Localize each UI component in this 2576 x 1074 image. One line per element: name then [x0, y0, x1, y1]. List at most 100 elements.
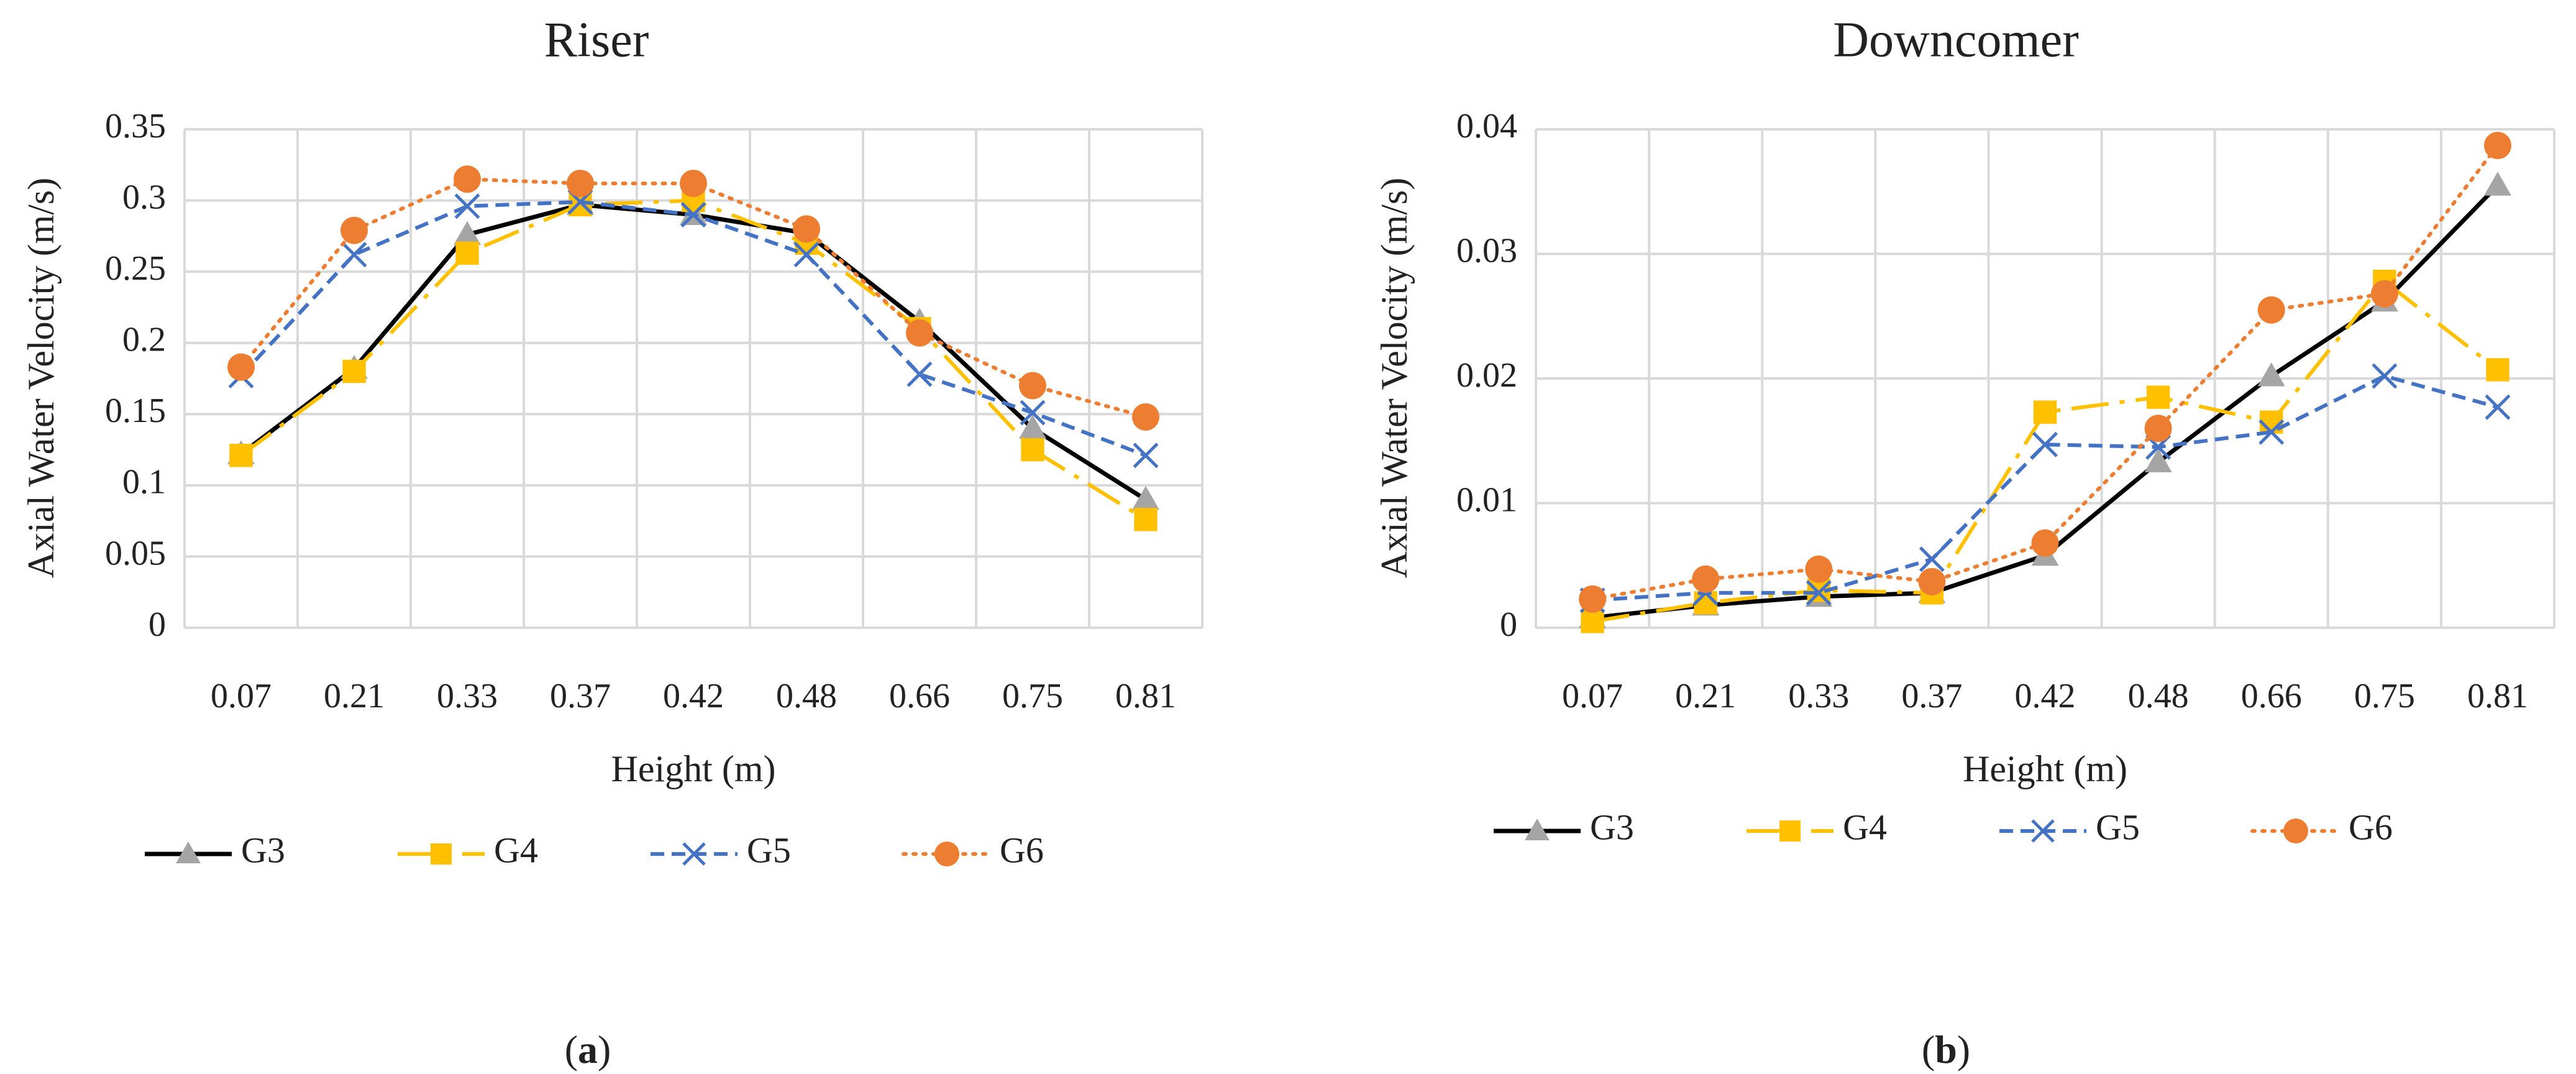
downcomer-point-g5 — [2372, 363, 2398, 389]
riser-point-g6 — [680, 170, 707, 198]
riser-line-g4 — [240, 198, 1147, 521]
downcomer-series-g6 — [1579, 132, 2511, 613]
downcomer-point-g3 — [2483, 172, 2511, 196]
riser-point-g6 — [454, 165, 481, 193]
downcomer-line-g6 — [1591, 144, 2500, 601]
riser-line-g3 — [239, 202, 1147, 502]
riser-chart: Riser 0 0.05 0.1 0.15 0.2 0.25 0.3 0.35 0.07 0.21 0… — [21, 12, 1204, 1072]
downcomer-point-g5 — [2032, 431, 2058, 457]
riser-ytick-label: 0.1 — [122, 463, 166, 502]
riser-title: Riser — [544, 12, 649, 67]
riser-point-g5 — [1020, 400, 1046, 426]
riser-point-g5 — [454, 193, 480, 219]
downcomer-line-g4 — [1592, 278, 2499, 623]
riser-xtick-label: 0.21 — [324, 677, 385, 715]
riser-series-g3 — [227, 191, 1159, 510]
riser-point-g6 — [567, 170, 594, 198]
riser-point-g4 — [229, 444, 253, 467]
downcomer-point-g6 — [2483, 132, 2511, 160]
downcomer-point-g6 — [1918, 567, 1946, 595]
downcomer-point-g6 — [2144, 415, 2172, 443]
riser-legend-marker-g4 — [431, 843, 452, 865]
riser-point-g6 — [1132, 403, 1159, 431]
downcomer-point-g3 — [2144, 448, 2172, 472]
downcomer-ytick-label: 0.02 — [1456, 356, 1517, 395]
downcomer-legend: G3 G4 G5 G6 — [1494, 807, 2393, 847]
downcomer-legend-marker-g4 — [1779, 820, 1801, 842]
riser-point-g3 — [1019, 415, 1046, 439]
downcomer-xtick-label: 0.07 — [1562, 677, 1623, 715]
riser-ytick-label: 0 — [148, 605, 166, 644]
downcomer-point-g3 — [2257, 362, 2285, 387]
riser-xtick-label: 0.81 — [1115, 677, 1176, 715]
riser-legend-label-g3: G3 — [241, 830, 285, 870]
downcomer-point-g5 — [2259, 419, 2285, 445]
riser-point-g3 — [1132, 485, 1159, 510]
riser-ytick-label: 0.3 — [122, 178, 166, 216]
downcomer-panel-label: (b) — [1922, 1027, 1970, 1072]
riser-point-g4 — [455, 241, 479, 265]
riser-xtick-label: 0.37 — [550, 677, 611, 715]
downcomer-line-g5 — [1592, 374, 2498, 602]
downcomer-legend-marker-g6 — [2283, 819, 2308, 843]
downcomer-ytick-label: 0.04 — [1456, 107, 1517, 145]
downcomer-xtick-label: 0.48 — [2128, 677, 2189, 715]
downcomer-point-g5 — [2485, 394, 2511, 420]
downcomer-chart: Downcomer 0 0.01 0.02 0.03 0.04 0.07 0.21 0.33 0.… — [1374, 12, 2555, 1072]
downcomer-series-g3 — [1579, 172, 2511, 628]
riser-xtick-label: 0.42 — [663, 677, 724, 715]
riser-point-g6 — [227, 353, 255, 381]
riser-xtick-label: 0.07 — [211, 677, 272, 715]
downcomer-ytick-label: 0.01 — [1456, 480, 1517, 519]
riser-ytick-label: 0.2 — [122, 321, 166, 359]
riser-xtick-label: 0.33 — [437, 677, 498, 715]
riser-point-g5 — [680, 202, 706, 227]
downcomer-xtick-label: 0.37 — [1901, 677, 1962, 715]
riser-xtick-label: 0.66 — [889, 677, 950, 715]
downcomer-legend-marker-g5 — [2031, 819, 2055, 843]
downcomer-xtick-label: 0.81 — [2467, 677, 2528, 715]
downcomer-point-g6 — [2031, 529, 2059, 557]
riser-point-g6 — [906, 319, 933, 347]
downcomer-legend-marker-g3 — [1525, 819, 1550, 840]
downcomer-y-axis-label: Axial Water Velocity (m/s) — [1374, 178, 1415, 578]
downcomer-point-g6 — [1805, 555, 1833, 583]
downcomer-grid — [1535, 128, 2555, 629]
downcomer-point-g4 — [2033, 400, 2057, 424]
downcomer-legend-label-g4: G4 — [1843, 807, 1887, 847]
riser-series-g4 — [229, 188, 1158, 531]
downcomer-point-g6 — [1579, 585, 1607, 613]
riser-legend-marker-g3 — [176, 842, 201, 863]
downcomer-xtick-label: 0.75 — [2354, 677, 2415, 715]
downcomer-title: Downcomer — [1833, 12, 2078, 67]
riser-legend-marker-g5 — [682, 842, 706, 866]
riser-point-g4 — [1021, 438, 1044, 462]
downcomer-point-g6 — [2257, 296, 2285, 324]
riser-ytick-label: 0.25 — [105, 249, 166, 288]
riser-panel-label: (a) — [565, 1027, 611, 1072]
riser-ytick-label: 0.15 — [105, 392, 166, 430]
riser-ytick-label: 0.05 — [105, 534, 166, 572]
downcomer-ytick-label: 0.03 — [1456, 231, 1517, 270]
riser-xtick-label: 0.75 — [1002, 677, 1063, 715]
riser-point-g6 — [340, 216, 368, 244]
downcomer-x-axis-label: Height (m) — [1963, 748, 2127, 789]
riser-point-g5 — [793, 242, 820, 268]
riser-series-g5 — [228, 189, 1159, 469]
downcomer-ytick-label: 0 — [1500, 605, 1517, 644]
riser-point-g5 — [341, 242, 367, 268]
riser-legend-marker-g6 — [934, 842, 959, 866]
downcomer-point-g4 — [2486, 358, 2510, 382]
downcomer-point-g4 — [1694, 591, 1717, 615]
riser-legend-label-g6: G6 — [1000, 830, 1044, 870]
riser-point-g6 — [1019, 372, 1046, 400]
downcomer-point-g5 — [1806, 580, 1832, 606]
riser-legend-label-g5: G5 — [747, 830, 791, 870]
downcomer-point-g5 — [1919, 546, 1945, 572]
downcomer-xtick-label: 0.21 — [1675, 677, 1736, 715]
riser-point-g4 — [342, 359, 366, 383]
riser-point-g5 — [907, 361, 933, 387]
downcomer-point-g4 — [2146, 385, 2170, 409]
riser-series-g6 — [227, 165, 1159, 431]
